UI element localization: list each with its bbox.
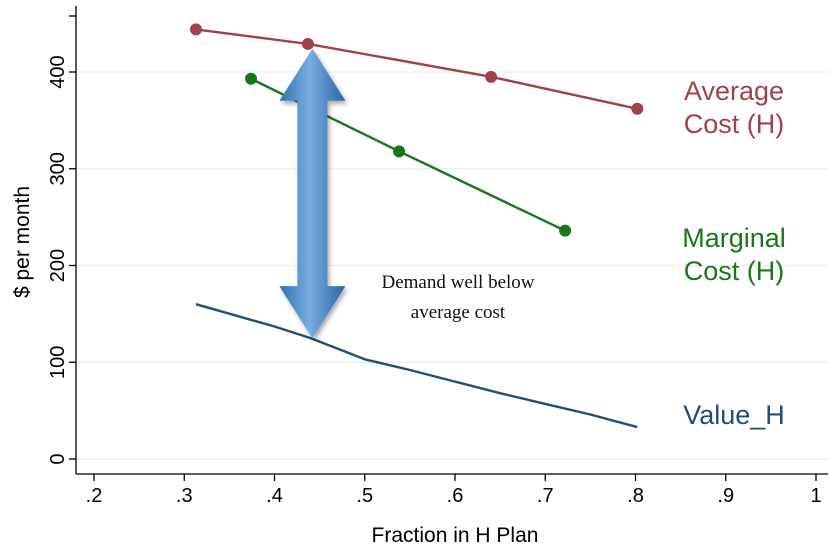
series-label: Cost (H) [684, 109, 785, 139]
data-point-average-cost-h [301, 37, 314, 50]
series-label: Average [684, 76, 784, 106]
y-axis-title: $ per month [11, 186, 34, 298]
series-label: Cost (H) [684, 256, 785, 286]
grid [76, 71, 828, 460]
x-tick-label: .4 [266, 485, 283, 507]
annotation-arrow-group [279, 48, 346, 339]
data-point-marginal-cost-h [245, 72, 258, 85]
series-line-average-cost-h [195, 28, 638, 110]
x-tick-label: .6 [447, 485, 464, 507]
x-tick-label: .2 [86, 485, 103, 507]
series-label: Value_H [683, 400, 785, 430]
y-tick-label: 0 [47, 453, 69, 464]
data-point-average-cost-h [485, 70, 498, 83]
x-axis-title: Fraction in H Plan [372, 524, 539, 547]
x-tick-label: 1 [810, 485, 821, 507]
series-label: Marginal [682, 223, 786, 253]
data-point-marginal-cost-h [559, 224, 572, 237]
x-tick-label: .5 [356, 485, 373, 507]
y-tick-label: 100 [47, 346, 69, 379]
annotation-text-line: Demand well below [381, 272, 534, 293]
x-tick-label: .8 [627, 485, 644, 507]
data-point-average-cost-h [189, 23, 202, 36]
double-arrow-icon [279, 48, 346, 339]
axes: 0 100 200 300 400 .2 .3 .4 .5 .6 .7 .8 .9 1 [47, 6, 828, 507]
data-point-marginal-cost-h [393, 145, 406, 158]
y-tick-label: 400 [47, 55, 69, 88]
y-tick-label: 300 [47, 152, 69, 185]
data-point-average-cost-h [631, 102, 644, 115]
x-tick-label: .3 [176, 485, 193, 507]
y-tick-label: 200 [47, 249, 69, 282]
x-tick-label: .7 [537, 485, 554, 507]
annotation-text-line: average cost [411, 302, 506, 323]
series-line-value-h [195, 303, 638, 429]
x-tick-label: .9 [717, 485, 734, 507]
